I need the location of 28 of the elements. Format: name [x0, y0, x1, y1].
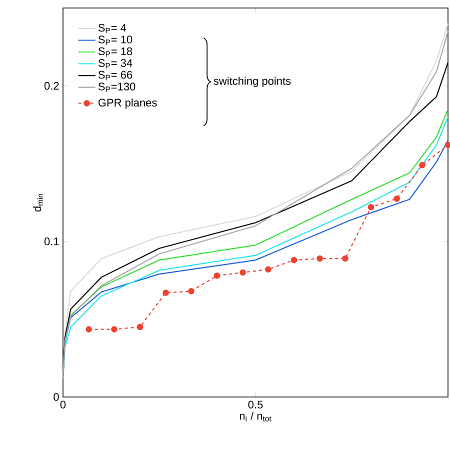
legend-label: S$_{P}$= 4 — [98, 24, 126, 34]
point — [214, 272, 220, 279]
point — [290, 256, 298, 264]
legend-label: S$_{P}$= 66 — [98, 70, 132, 80]
point — [265, 266, 272, 273]
y-tick-label: 0.2 — [44, 82, 59, 90]
point — [419, 162, 426, 168]
annotation: switching points — [214, 76, 291, 88]
point — [188, 288, 194, 294]
x-axis-title: n$_{i}$ / n$_{tot}$ — [240, 412, 272, 422]
y-axis-title: d$_{min}$ — [33, 194, 43, 212]
point — [162, 290, 169, 296]
point — [136, 324, 144, 330]
point — [394, 195, 400, 202]
point — [240, 269, 246, 276]
legend-label: GPR planes — [98, 98, 157, 109]
point — [111, 326, 118, 332]
point — [342, 255, 348, 262]
point — [86, 326, 92, 332]
legend-label: S$_{P}$= 34 — [98, 59, 132, 68]
point — [316, 255, 323, 262]
y-tick-label: 0 — [54, 393, 59, 401]
legend-label: S$_{P}$=130 — [98, 82, 136, 92]
x-tick-label: 0.5 — [248, 400, 263, 408]
legend-label: S$_{P}$= 18 — [98, 47, 132, 57]
point — [368, 204, 374, 210]
y-tick-label: 0.1 — [44, 238, 59, 246]
legend-label: S$_{P}$= 10 — [98, 36, 132, 45]
